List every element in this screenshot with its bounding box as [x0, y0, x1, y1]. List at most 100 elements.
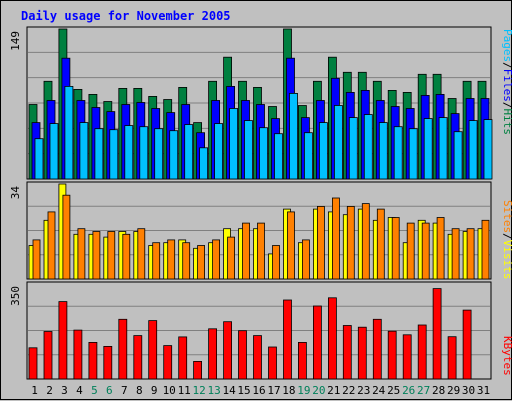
panel-kbytes: 350	[9, 281, 492, 380]
bar-sites-day-2	[47, 211, 56, 280]
bar-kbytes-day-9	[148, 320, 158, 380]
bar-pages-day-7	[124, 125, 134, 180]
bar-kbytes-day-28	[432, 288, 442, 380]
bar-pages-day-5	[94, 128, 104, 180]
bar-kbytes-day-25	[387, 330, 397, 380]
bar-pages-day-23	[363, 114, 373, 180]
bar-pages-day-21	[333, 105, 343, 180]
legend-label: Sites	[501, 200, 512, 233]
x-tick-day-28: 28	[432, 384, 445, 397]
bar-pages-day-20	[318, 122, 328, 180]
x-tick-day-24: 24	[372, 384, 386, 397]
x-tick-day-19: 19	[297, 384, 310, 397]
right-legend-1: Sites/Visits	[501, 200, 512, 280]
x-tick-day-27: 27	[417, 384, 430, 397]
panel-hits-files-pages: 149	[9, 26, 493, 180]
legend-label: /	[501, 102, 512, 109]
bar-sites-day-20	[316, 205, 325, 280]
bar-kbytes-day-13	[208, 328, 218, 380]
bar-pages-day-22	[348, 117, 358, 180]
bar-kbytes-day-12	[193, 360, 203, 380]
x-tick-day-13: 13	[207, 384, 220, 397]
x-tick-day-21: 21	[327, 384, 340, 397]
x-tick-day-15: 15	[237, 384, 250, 397]
x-tick-day-30: 30	[462, 384, 475, 397]
x-tick-day-12: 12	[192, 384, 205, 397]
bar-kbytes-day-29	[447, 336, 457, 380]
right-legend-2: KBytes	[501, 336, 512, 376]
x-tick-day-9: 9	[151, 384, 158, 397]
x-tick-day-26: 26	[402, 384, 415, 397]
x-tick-day-25: 25	[387, 384, 400, 397]
bar-pages-day-2	[49, 123, 59, 180]
legend-label: Pages	[501, 29, 512, 62]
bar-kbytes-day-16	[253, 335, 262, 380]
bar-sites-day-17	[272, 245, 280, 280]
bar-kbytes-day-30	[462, 309, 472, 380]
bar-pages-day-26	[408, 128, 418, 180]
bar-kbytes-day-15	[238, 330, 247, 380]
x-tick-day-14: 14	[222, 384, 236, 397]
bar-sites-day-31	[481, 219, 490, 280]
bar-kbytes-day-17	[268, 346, 277, 380]
x-tick-day-4: 4	[76, 384, 83, 397]
bar-pages-day-15	[244, 120, 253, 180]
bar-sites-day-7	[122, 233, 131, 280]
bar-sites-day-11	[182, 242, 191, 280]
bar-pages-day-24	[378, 122, 388, 180]
right-legend-0: Pages/Files/Hits	[501, 29, 512, 135]
bar-kbytes-day-26	[402, 334, 412, 380]
bar-sites-day-12	[197, 245, 206, 280]
bar-sites-day-16	[257, 222, 265, 280]
legend-label: /	[501, 233, 512, 240]
bar-pages-day-6	[109, 129, 119, 180]
bar-kbytes-day-19	[297, 341, 307, 380]
bar-kbytes-day-4	[73, 329, 83, 380]
bar-kbytes-day-23	[357, 326, 367, 380]
bar-kbytes-day-24	[372, 318, 382, 380]
y-axis-max-label: 34	[9, 186, 22, 200]
bar-sites-day-6	[107, 231, 116, 280]
bar-pages-day-25	[393, 126, 403, 180]
bar-sites-day-9	[152, 242, 161, 280]
x-tick-day-1: 1	[31, 384, 38, 397]
bar-kbytes-day-8	[133, 335, 143, 380]
bar-kbytes-day-18	[283, 299, 292, 380]
bar-kbytes-day-1	[28, 347, 38, 380]
bar-pages-day-14	[229, 108, 239, 180]
legend-label: Visits	[501, 240, 512, 280]
bar-sites-day-29	[451, 228, 460, 280]
bar-sites-day-23	[361, 203, 370, 280]
y-axis-max-label: 149	[9, 31, 22, 51]
bar-sites-day-10	[167, 239, 176, 280]
bar-sites-day-18	[287, 211, 295, 280]
bar-kbytes-day-5	[88, 341, 98, 380]
bar-sites-day-8	[137, 228, 146, 280]
bar-pages-day-27	[423, 118, 433, 180]
bar-pages-day-30	[468, 120, 478, 180]
bar-pages-day-1	[34, 138, 44, 180]
bar-sites-day-3	[62, 194, 71, 280]
x-tick-day-16: 16	[252, 384, 265, 397]
x-tick-day-17: 17	[267, 384, 280, 397]
legend-label: /	[501, 62, 512, 69]
bar-pages-day-9	[154, 128, 164, 180]
bar-sites-day-22	[346, 205, 355, 280]
bar-pages-day-13	[214, 123, 224, 180]
bar-sites-day-14	[227, 236, 236, 280]
bar-kbytes-day-10	[163, 345, 173, 380]
x-tick-day-20: 20	[312, 384, 325, 397]
x-tick-day-31: 31	[477, 384, 490, 397]
bar-sites-day-24	[376, 208, 385, 280]
bar-sites-day-21	[331, 197, 340, 280]
x-tick-day-23: 23	[357, 384, 370, 397]
bar-pages-day-19	[303, 132, 313, 180]
bar-pages-day-31	[483, 119, 493, 180]
bar-sites-day-25	[391, 217, 400, 280]
bar-sites-day-19	[301, 239, 310, 280]
bar-kbytes-day-7	[118, 318, 128, 380]
bar-pages-day-8	[139, 126, 149, 180]
x-tick-day-18: 18	[282, 384, 295, 397]
